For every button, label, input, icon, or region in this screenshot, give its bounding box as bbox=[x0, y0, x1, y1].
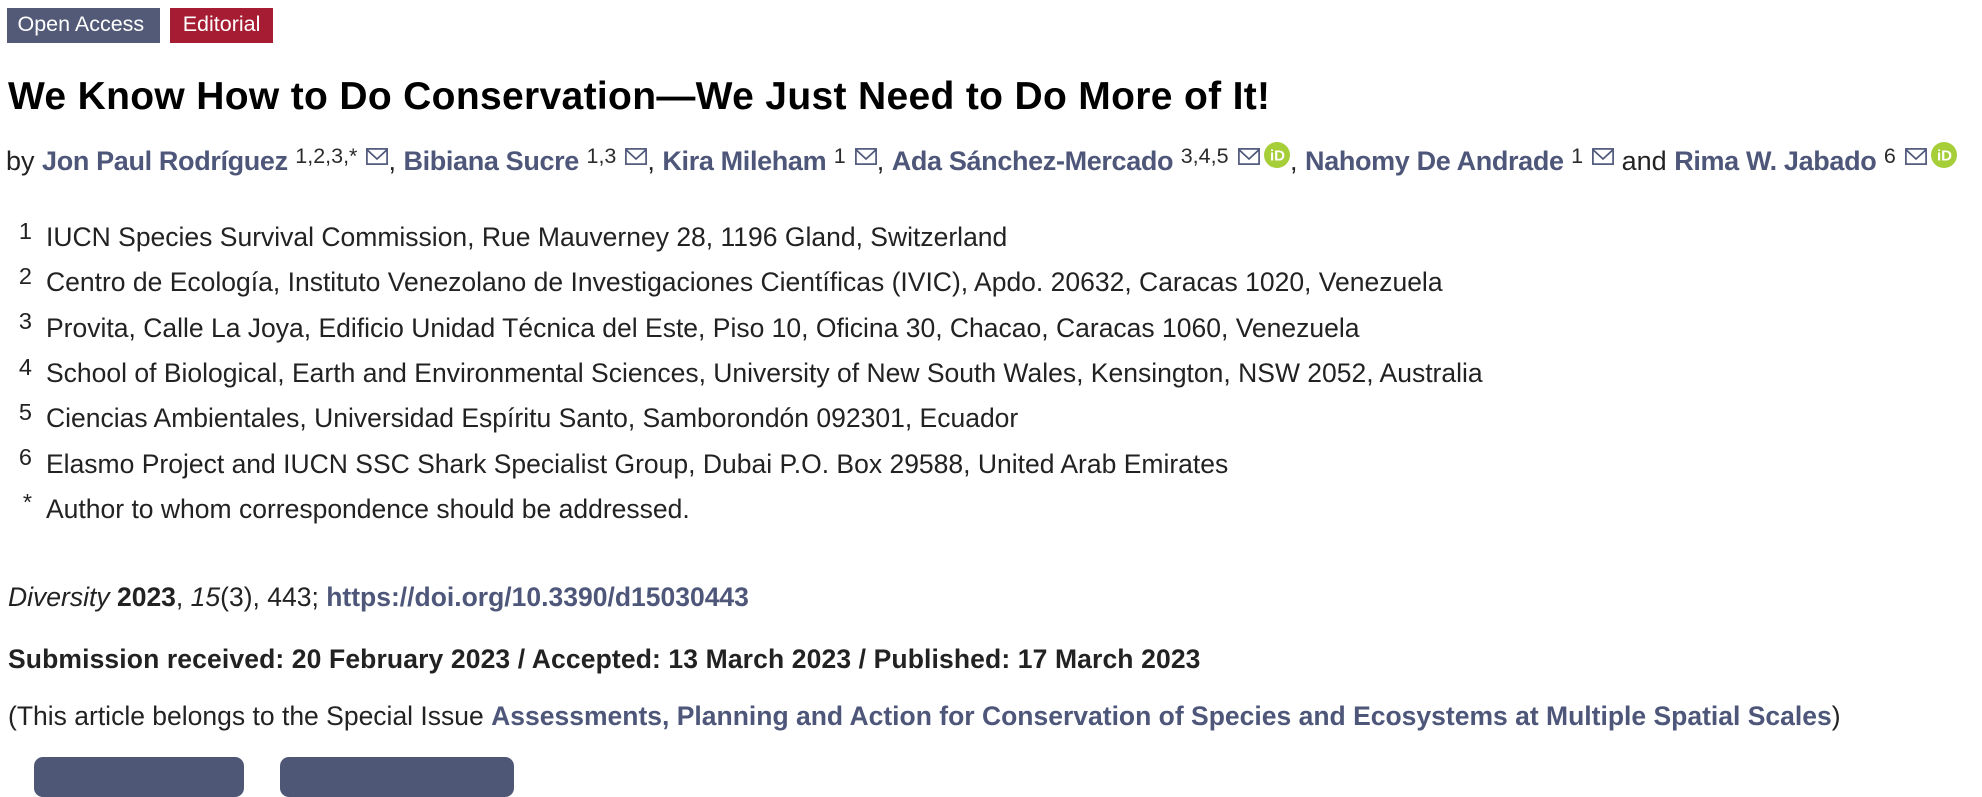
svg-text:iD: iD bbox=[1937, 147, 1952, 164]
svg-text:iD: iD bbox=[1270, 147, 1285, 164]
